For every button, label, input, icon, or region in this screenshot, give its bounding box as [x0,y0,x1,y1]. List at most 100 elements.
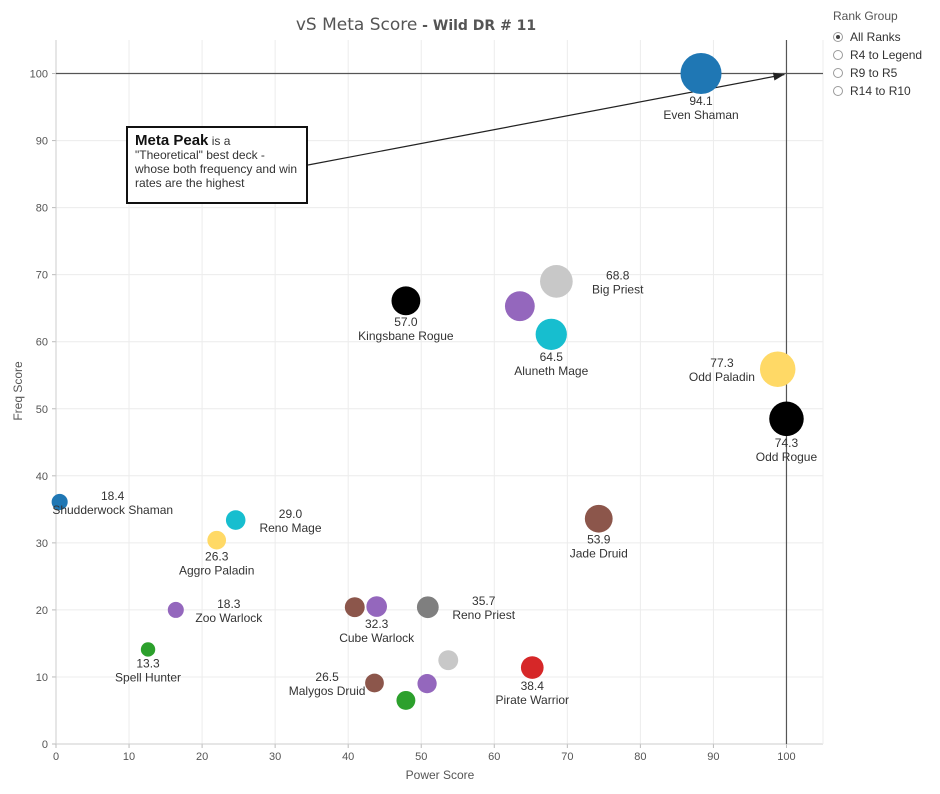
point-value-label: 26.3 [205,550,229,564]
point-value-label: 18.3 [217,597,241,611]
point-value-label: 74.3 [775,436,799,450]
point-name-label: Aluneth Mage [514,364,588,378]
radio-r9-to-r5[interactable]: R9 to R5 [833,64,938,82]
x-tick-label: 60 [488,751,500,763]
y-tick-label: 80 [36,203,48,215]
point-value-label: 38.4 [521,679,545,693]
y-tick-label: 20 [36,605,48,617]
radio-button[interactable] [833,86,843,96]
y-tick-label: 90 [36,136,48,148]
chart-subtitle: - Wild DR # 11 [417,18,536,34]
point-name-label: Malygos Druid [289,684,366,698]
x-tick-label: 30 [269,751,281,763]
point-value-label: 53.9 [587,533,611,547]
point-name-label: Aggro Paladin [179,564,254,578]
data-point[interactable] [207,530,227,550]
data-point[interactable] [438,650,459,671]
chart-title: vS Meta Score - Wild DR # 11 [296,15,536,35]
radio-label: R9 to R5 [850,66,898,80]
annotation-heading: Meta Peak [135,132,209,149]
data-point[interactable] [680,52,722,95]
data-point[interactable] [416,596,439,619]
point-name-label: Zoo Warlock [195,611,263,625]
point-name-label: Odd Rogue [756,450,818,464]
data-point[interactable] [396,690,416,710]
y-tick-label: 40 [36,471,48,483]
y-tick-label: 70 [36,270,48,282]
annotation-arrowhead [772,72,785,81]
point-value-label: 77.3 [710,356,734,370]
point-value-label: 18.4 [101,489,125,503]
point-value-label: 94.1 [689,94,713,108]
y-tick-label: 50 [36,404,48,416]
point-value-label: 32.3 [365,617,389,631]
point-value-label: 64.5 [540,350,564,364]
data-point[interactable] [584,504,613,533]
y-tick-label: 10 [36,672,48,684]
data-point[interactable] [365,673,384,693]
x-axis-label: Power Score [406,768,475,782]
points [51,52,804,710]
y-tick-label: 30 [36,538,48,550]
data-point[interactable] [366,596,388,617]
data-point[interactable] [759,351,796,387]
point-value-label: 35.7 [472,594,496,608]
radio-button[interactable] [833,50,843,60]
x-tick-label: 40 [342,751,354,763]
point-name-label: Odd Paladin [689,370,755,384]
point-name-label: Reno Mage [259,521,321,535]
rank-group-filter: Rank Group All Ranks R4 to Legend R9 to … [833,9,938,100]
point-value-label: 26.5 [315,670,339,684]
x-tick-label: 0 [53,751,59,763]
point-name-label: Jade Druid [570,547,628,561]
point-name-label: Even Shaman [663,108,738,122]
data-point[interactable] [391,286,421,316]
point-value-label: 13.3 [136,657,160,671]
x-tick-label: 90 [707,751,719,763]
x-tick-label: 10 [123,751,135,763]
radio-all-ranks[interactable]: All Ranks [833,28,938,46]
data-point[interactable] [520,656,544,679]
axes: 0 10 20 30 40 50 60 70 80 90 100 0 10 20 30 40 50 60 70 80 9… [30,40,824,763]
point-name-label: Reno Priest [452,608,515,622]
data-point[interactable] [769,401,804,437]
point-name-label: Big Priest [592,282,644,296]
data-point[interactable] [140,642,156,657]
chart-title-main: vS Meta Score [296,15,417,35]
data-point[interactable] [504,291,535,322]
x-tick-label: 100 [777,751,795,763]
data-point[interactable] [417,674,437,694]
data-point[interactable] [540,265,573,298]
radio-button[interactable] [833,32,843,42]
meta-peak-annotation: Meta Peak is a "Theoretical" best deck -… [126,126,308,204]
radio-r14-to-r10[interactable]: R14 to R10 [833,82,938,100]
point-value-label: 68.8 [606,268,630,282]
point-name-label: Cube Warlock [339,631,415,645]
data-point[interactable] [167,601,184,618]
y-tick-label: 60 [36,337,48,349]
point-name-label: Spell Hunter [115,671,181,685]
data-point[interactable] [51,493,68,510]
x-tick-label: 50 [415,751,427,763]
radio-r4-to-legend[interactable]: R4 to Legend [833,46,938,64]
radio-label: R14 to R10 [850,84,911,98]
y-axis-label: Freq Score [11,361,25,421]
annotation-text: is a "Theoretical" best deck - whose bot… [135,134,298,190]
data-point[interactable] [344,597,365,618]
point-value-label: 57.0 [394,315,418,329]
radio-label: R4 to Legend [850,48,923,62]
radio-button[interactable] [833,68,843,78]
point-name-label: Kingsbane Rogue [358,329,454,343]
y-tick-label: 100 [30,69,48,81]
point-name-label: Pirate Warrior [495,693,569,707]
point-name-label: Shudderwock Shaman [52,503,173,517]
y-tick-label: 0 [42,739,48,751]
x-tick-label: 20 [196,751,208,763]
point-value-label: 29.0 [279,507,303,521]
data-point[interactable] [225,510,246,530]
x-tick-label: 70 [561,751,573,763]
radio-label: All Ranks [850,30,901,44]
data-point[interactable] [535,318,567,350]
